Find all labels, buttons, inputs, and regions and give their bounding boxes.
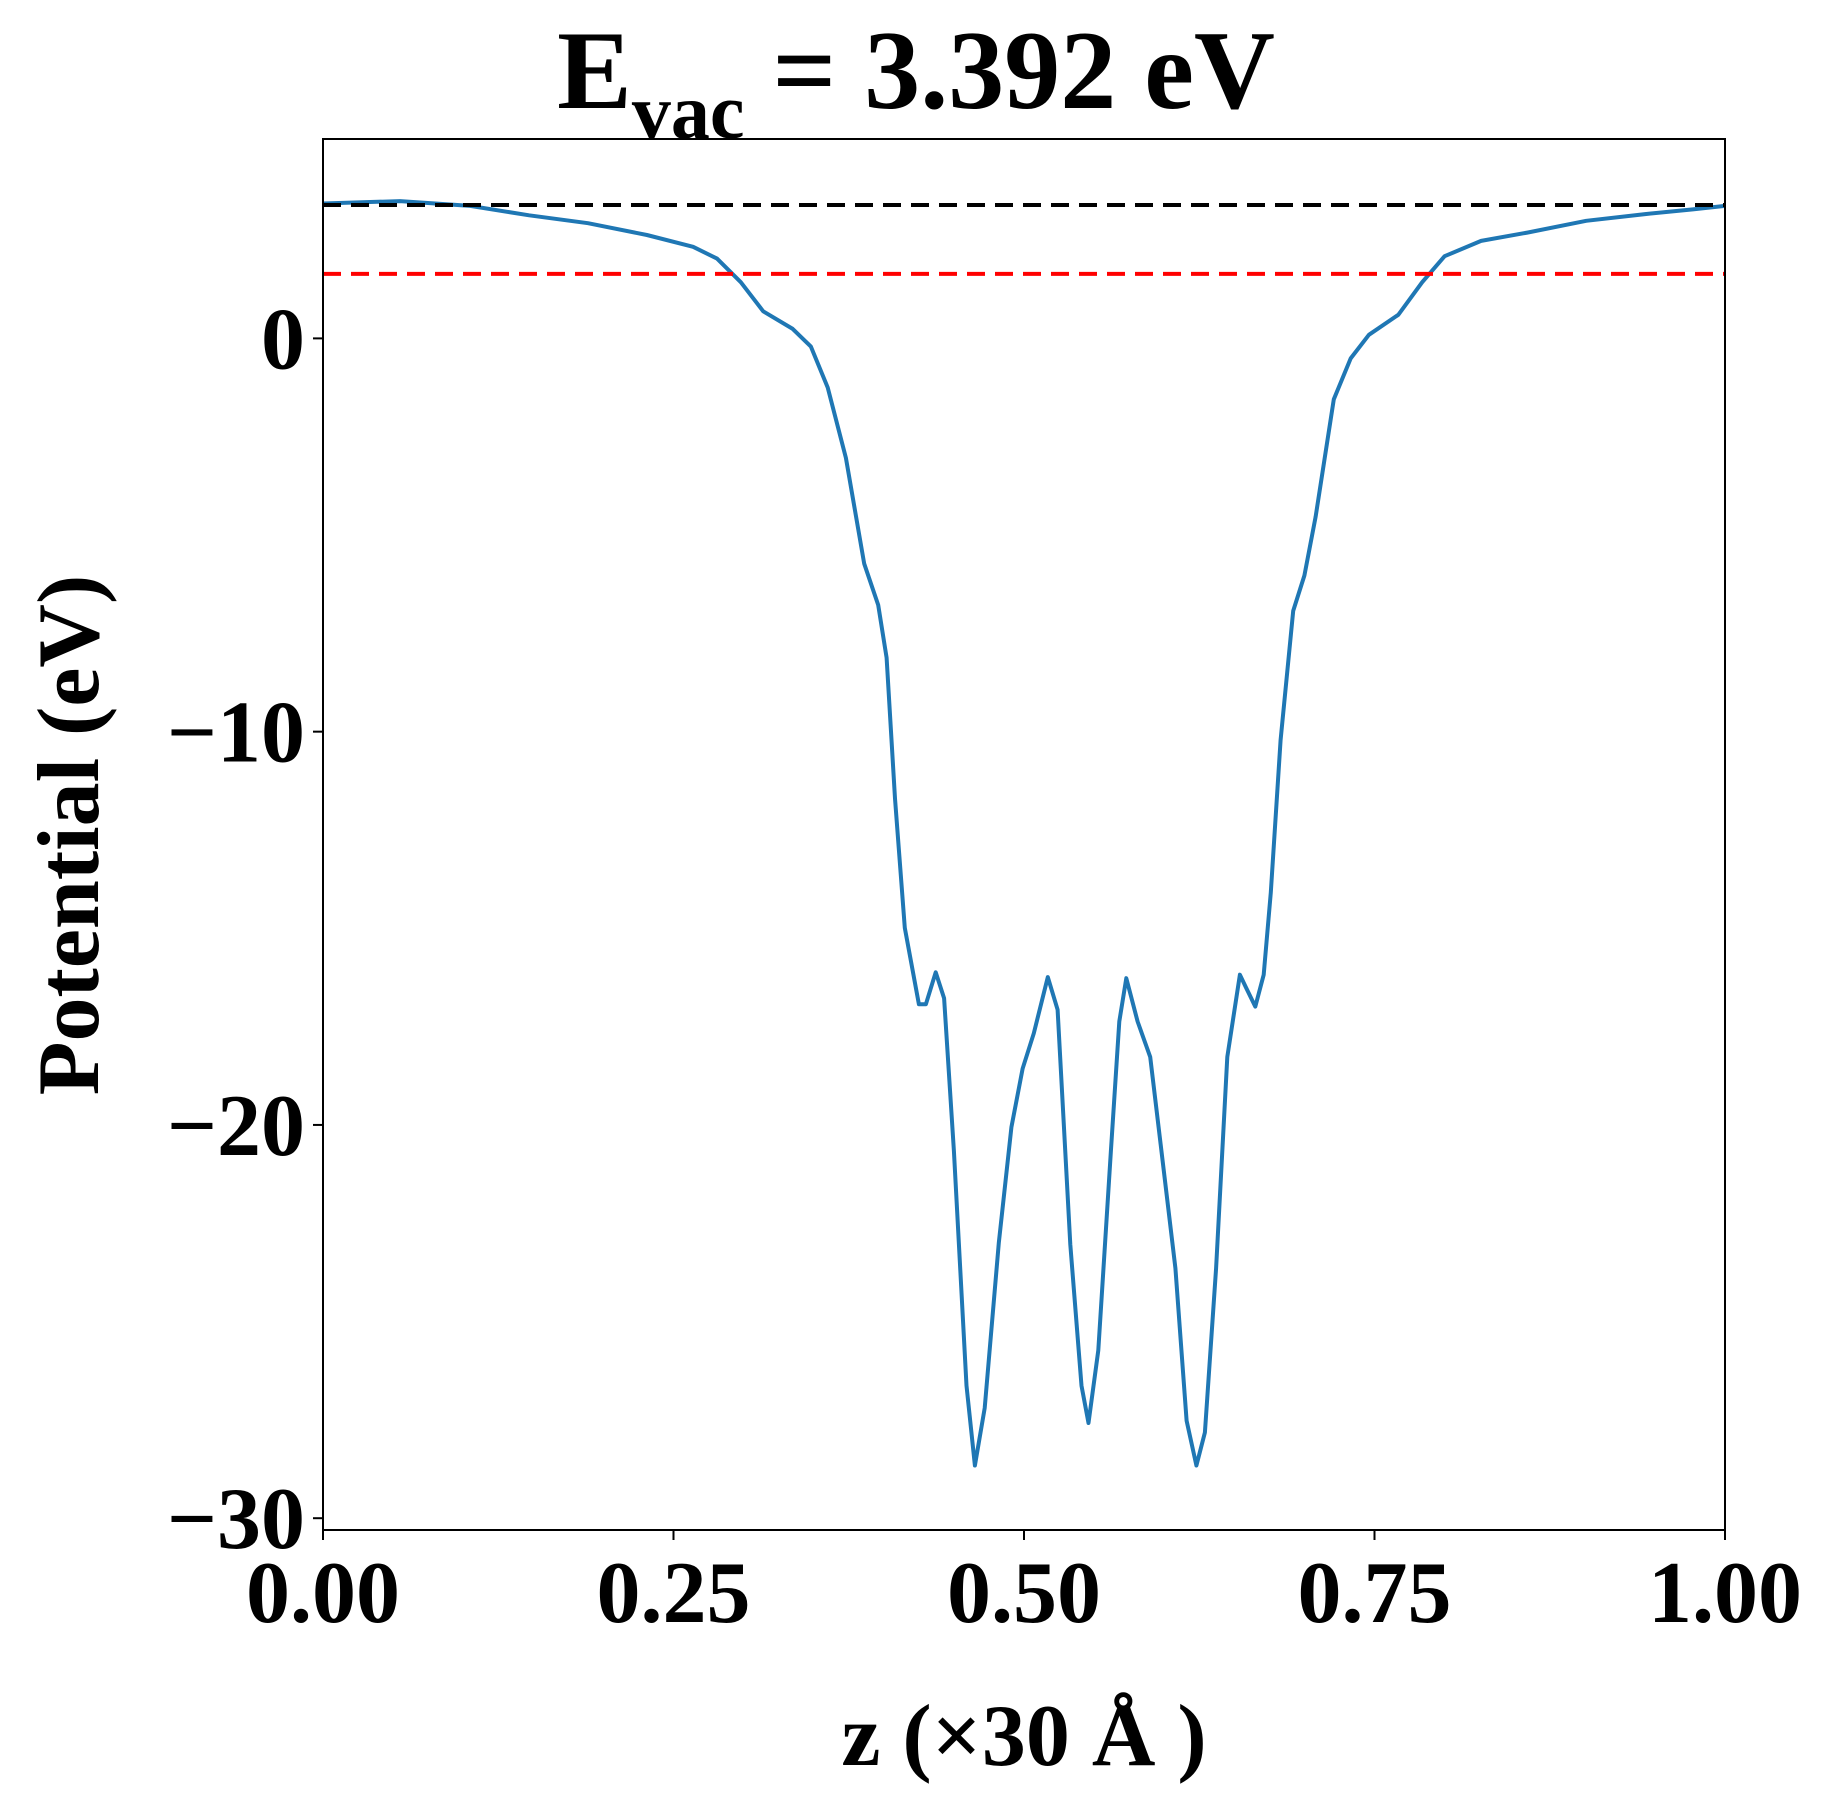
title-base: E bbox=[557, 9, 632, 133]
x-tick-label: 0.00 bbox=[246, 1545, 400, 1642]
y-tick-label: 0 bbox=[261, 291, 305, 388]
title-rest: = 3.392 eV bbox=[744, 9, 1274, 133]
plot-frame bbox=[322, 138, 1726, 1531]
y-axis-label: Potential (eV) bbox=[21, 575, 118, 1095]
title-subscript: vac bbox=[632, 68, 745, 155]
chart-title: Evac = 3.392 eV bbox=[557, 9, 1275, 155]
x-tick-label: 0.75 bbox=[1298, 1545, 1452, 1642]
x-tick-label: 1.00 bbox=[1648, 1545, 1802, 1642]
line-series bbox=[322, 199, 1726, 1468]
x-tick-label: 0.50 bbox=[947, 1545, 1101, 1642]
y-tick-label: −30 bbox=[167, 1471, 305, 1568]
y-tick-label: −20 bbox=[167, 1078, 305, 1175]
x-tick-label: 0.25 bbox=[597, 1545, 751, 1642]
x-axis-label: z (×30 Å ) bbox=[841, 1688, 1206, 1785]
y-tick-label: −10 bbox=[167, 685, 305, 782]
